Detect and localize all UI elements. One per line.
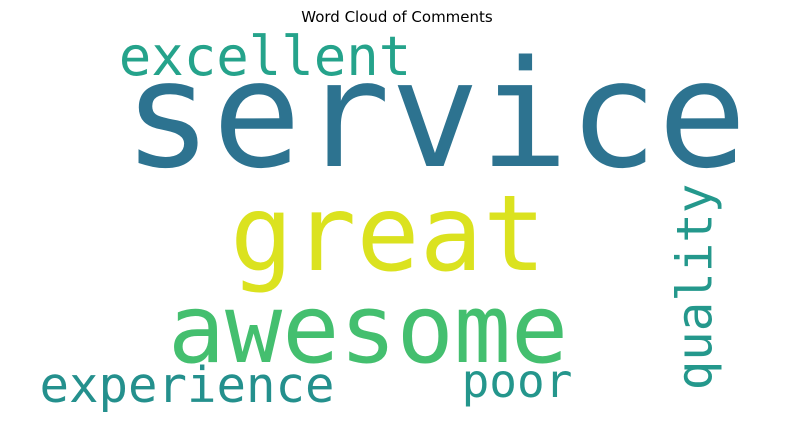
word-awesome: awesome xyxy=(168,275,568,385)
word-poor: poor xyxy=(462,354,573,408)
word-experience: experience xyxy=(39,357,334,414)
word-great: great xyxy=(230,173,546,295)
word-excellent: excellent xyxy=(119,25,412,88)
word-service: service xyxy=(123,29,747,201)
word-quality: quality xyxy=(667,184,724,391)
chart-title: Word Cloud of Comments xyxy=(301,8,493,26)
